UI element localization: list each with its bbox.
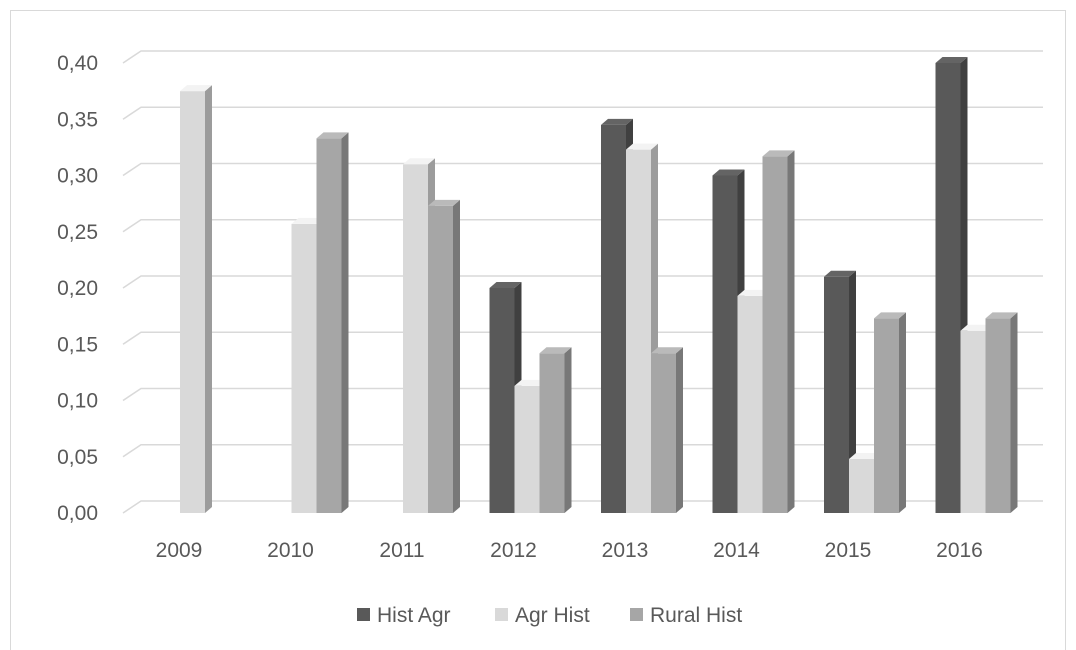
- bar-side: [787, 150, 795, 513]
- bar: [762, 150, 795, 513]
- gridline: [122, 106, 1043, 120]
- legend-item: Rural Hist: [630, 604, 742, 627]
- gridline: [122, 162, 1043, 177]
- legend-label: Rural Hist: [650, 604, 742, 627]
- bar-top: [403, 158, 435, 165]
- bar: [874, 312, 906, 513]
- bar-front: [626, 149, 651, 513]
- bar-front: [180, 91, 205, 513]
- y-tick-label: 0,35: [57, 108, 98, 131]
- y-tick-label: 0,00: [57, 502, 98, 525]
- bar-side: [676, 347, 683, 513]
- legend: Hist Agr Agr Hist Rural Hist: [357, 604, 742, 627]
- bar-front: [849, 459, 874, 513]
- bar-top: [960, 324, 993, 331]
- x-axis-tick-labels: 2009 2010 2011 2012 2013 2014 2015 2016: [156, 539, 983, 562]
- bar-top: [651, 347, 683, 354]
- bars: [180, 57, 1018, 513]
- bar-side: [205, 85, 212, 513]
- y-tick-label: 0,20: [57, 277, 98, 300]
- bar-top: [935, 57, 968, 63]
- bar-top: [874, 312, 906, 319]
- bar-front: [601, 124, 626, 513]
- x-tick-label: 2011: [379, 539, 424, 562]
- bar-top: [824, 270, 856, 277]
- bar-front: [539, 353, 565, 513]
- bar-side: [341, 132, 349, 513]
- bar-top: [539, 347, 572, 354]
- bar-side: [564, 347, 572, 513]
- bar-front: [712, 175, 738, 513]
- x-tick-label: 2009: [156, 539, 203, 562]
- bar-top: [737, 289, 770, 296]
- bar-front: [514, 385, 540, 513]
- bar-front: [960, 330, 986, 513]
- bar-top: [489, 282, 522, 288]
- bar-front: [428, 205, 453, 513]
- bar: [539, 347, 572, 513]
- bar-top: [514, 379, 547, 386]
- bar: [180, 85, 212, 513]
- bar-front: [762, 156, 788, 513]
- bar-front: [291, 223, 317, 513]
- bar-top: [712, 169, 745, 176]
- y-tick-label: 0,30: [57, 165, 98, 188]
- bar-front: [651, 353, 676, 513]
- y-tick-label: 0,25: [57, 221, 98, 244]
- bar: [824, 270, 856, 513]
- legend-item: Hist Agr: [357, 604, 451, 627]
- x-tick-label: 2013: [602, 539, 649, 562]
- bar: [316, 132, 349, 513]
- gridline: [122, 219, 1043, 233]
- bar-top: [428, 199, 460, 206]
- y-tick-label: 0,40: [57, 52, 98, 75]
- bar-front: [316, 138, 342, 513]
- bar-top: [762, 150, 795, 157]
- x-tick-label: 2012: [490, 539, 537, 562]
- x-tick-label: 2014: [713, 539, 760, 562]
- x-tick-label: 2010: [267, 539, 314, 562]
- bar-side: [899, 312, 906, 513]
- bar-front: [403, 164, 428, 513]
- legend-swatch: [630, 608, 643, 621]
- bar-side: [1010, 312, 1018, 513]
- bar-front: [489, 288, 515, 513]
- legend-swatch: [357, 608, 370, 621]
- bar-top: [180, 85, 212, 92]
- bar: [651, 347, 683, 513]
- x-tick-label: 2015: [825, 539, 872, 562]
- gridline: [122, 275, 1043, 289]
- bar-front: [935, 63, 961, 513]
- bar-top: [601, 118, 633, 125]
- bar-side: [849, 270, 856, 513]
- bar-front: [985, 318, 1011, 513]
- legend-swatch: [495, 608, 508, 621]
- gridline: [122, 50, 1043, 64]
- legend-item: Agr Hist: [495, 604, 590, 627]
- legend-label: Hist Agr: [377, 604, 451, 627]
- bar: [985, 312, 1018, 513]
- bar-top: [985, 312, 1018, 319]
- bar-side: [453, 199, 460, 513]
- y-tick-label: 0,05: [57, 446, 98, 469]
- x-tick-label: 2016: [936, 539, 983, 562]
- bar-front: [874, 318, 899, 513]
- y-axis-tick-labels: 0,00 0,05 0,10 0,15 0,20 0,25 0,30 0,35 0,40: [57, 52, 98, 525]
- bar-front: [737, 295, 763, 513]
- legend-label: Agr Hist: [515, 604, 590, 627]
- bar: [428, 199, 460, 513]
- bar-top: [849, 453, 881, 459]
- bar-front: [824, 276, 849, 513]
- bar-top: [626, 143, 658, 150]
- y-tick-label: 0,10: [57, 390, 98, 413]
- bar-top: [291, 217, 324, 224]
- bar-top: [316, 132, 349, 139]
- y-tick-label: 0,15: [57, 333, 98, 356]
